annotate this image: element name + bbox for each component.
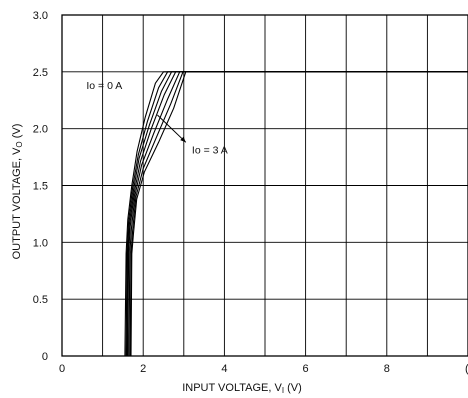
x-axis-label: INPUT VOLTAGE, VI (V) [182, 382, 302, 395]
y-tick-label: 1.0 [33, 237, 48, 249]
y-tick-label: 0 [42, 351, 48, 363]
annotation-label: Io = 3 A [192, 145, 228, 157]
y-tick-label: 2.0 [33, 124, 48, 136]
series-line [62, 71, 468, 357]
x-axis-label-unit: (V) [284, 382, 302, 394]
x-tick-label: 2 [140, 363, 146, 375]
curves [62, 71, 468, 357]
x-tick-label: 6 [303, 363, 309, 375]
y-tick-label: 2.5 [33, 67, 48, 79]
series-line [62, 71, 468, 357]
x-axis-label-main: INPUT VOLTAGE, V [182, 382, 282, 394]
annotation-arrowhead [180, 136, 186, 143]
series-line [62, 71, 468, 357]
series-line [62, 71, 468, 357]
series-line [62, 71, 468, 357]
y-axis-label-main: OUTPUT VOLTAGE, V [11, 147, 23, 260]
y-axis-label: OUTPUT VOLTAGE, VO (V) [11, 124, 24, 260]
y-tick-label: 1.5 [33, 181, 48, 193]
y-axis-label-unit: (V) [11, 124, 23, 142]
annotation-label: Io = 0 A [86, 80, 122, 92]
x-tick-labels: 0 2 4 6 8 ( [59, 363, 468, 375]
x-tick-label: 0 [59, 363, 65, 375]
x-tick-label: 4 [221, 363, 227, 375]
plot-frame [61, 14, 468, 357]
y-axis-label-sub: O [15, 141, 24, 147]
series-line [62, 71, 468, 357]
annotations: Io = 0 A Io = 3 A [86, 80, 227, 157]
x-tick-label: 8 [384, 363, 390, 375]
x-tick-label: ( [465, 363, 468, 375]
grid-lines [62, 15, 468, 356]
series-line [62, 71, 468, 357]
y-tick-label: 0.5 [33, 294, 48, 306]
y-tick-label: 3.0 [33, 10, 48, 22]
annotation-arrow [157, 114, 187, 143]
x-axis-label-sub: I [282, 386, 284, 395]
y-tick-labels: 0 0.5 1.0 1.5 2.0 2.5 3.0 [33, 10, 48, 363]
